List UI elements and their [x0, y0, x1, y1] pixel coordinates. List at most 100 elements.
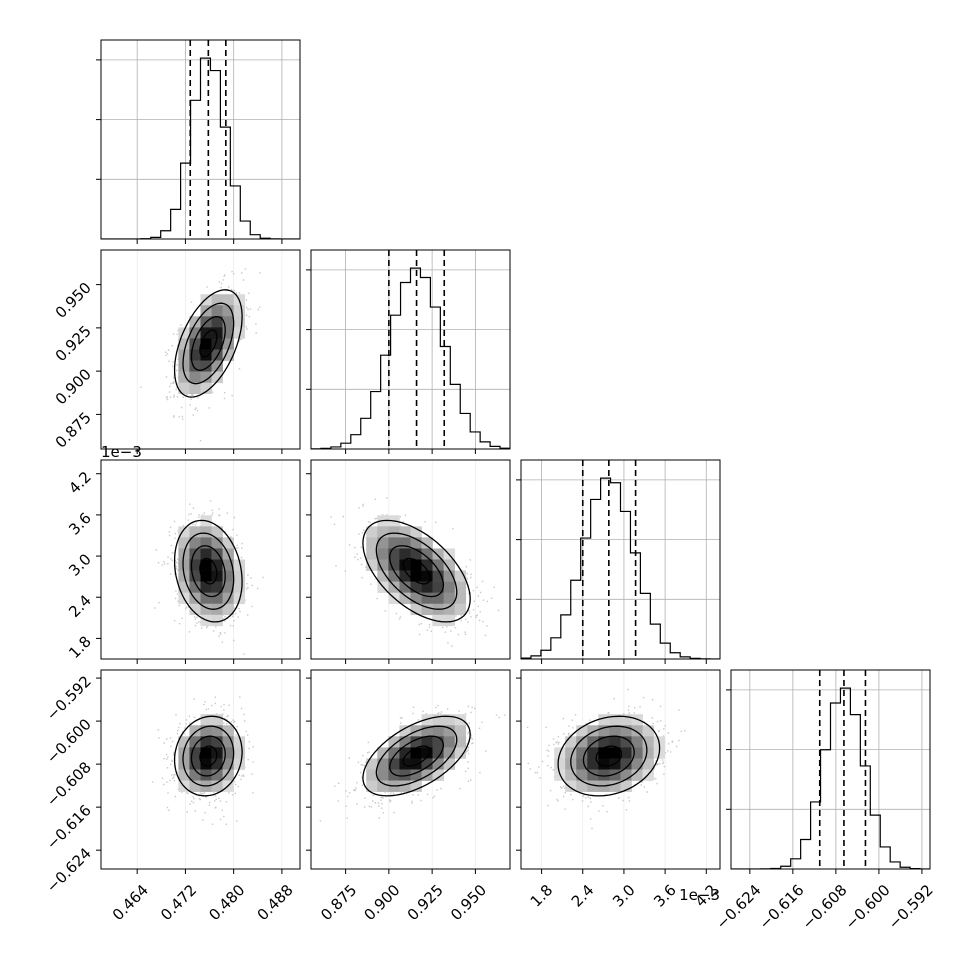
- density-cell: [222, 349, 234, 361]
- density-cell: [211, 559, 223, 571]
- scatter-points: [151, 696, 254, 825]
- density-cell: [432, 736, 444, 748]
- density-cell: [388, 548, 400, 560]
- density-cell: [598, 758, 610, 770]
- panel-p2-p1: [96, 249, 301, 454]
- panel-content: [136, 250, 283, 449]
- density-cell: [631, 758, 643, 770]
- contour-line: [362, 715, 471, 797]
- density-cell: [576, 769, 588, 781]
- density-cell: [388, 758, 400, 770]
- density-cell: [211, 614, 223, 627]
- density-cell: [432, 570, 444, 582]
- density-cell: [399, 758, 411, 770]
- density-cell: [377, 548, 389, 560]
- density-cell: [432, 769, 444, 781]
- density-cell: [609, 714, 621, 726]
- panel-content: [330, 460, 500, 659]
- panel-content: [136, 670, 283, 869]
- density-cell: [211, 581, 223, 593]
- y-tick-label: −0.616: [43, 801, 95, 853]
- density-cell: [366, 780, 378, 792]
- density-cell: [189, 603, 201, 616]
- density-cell: [189, 769, 201, 781]
- density-cell: [598, 747, 610, 759]
- density-cell: [200, 382, 212, 395]
- contour-line: [402, 745, 431, 767]
- density-cell: [388, 581, 400, 593]
- density-cell: [565, 736, 577, 748]
- contour-line: [199, 557, 218, 585]
- x-tick-label: 0.488: [254, 881, 297, 924]
- density-cell: [222, 537, 234, 549]
- contour-line: [199, 745, 218, 767]
- density-cell: [377, 758, 389, 770]
- density-cell: [200, 581, 212, 593]
- density-cell: [211, 526, 223, 538]
- density-cell: [377, 537, 389, 549]
- density-cell: [200, 725, 212, 737]
- density-cell: [443, 603, 456, 616]
- density-cell: [620, 736, 632, 748]
- density-cell: [587, 736, 599, 748]
- density-cell: [189, 747, 201, 759]
- contour-line: [362, 519, 471, 623]
- y-tick-label: 1.8: [65, 633, 95, 663]
- panel-p4-p4: [726, 669, 931, 874]
- panel-content: [136, 460, 283, 659]
- density-cell: [200, 758, 212, 770]
- density-cell: [377, 780, 389, 792]
- y-tick-label: 0.925: [52, 322, 95, 365]
- density-cell: [620, 725, 632, 737]
- density-cell: [598, 736, 610, 748]
- density-cell: [388, 537, 400, 549]
- density-cell: [200, 592, 212, 605]
- density-cell: [178, 769, 190, 781]
- density-cell: [189, 581, 201, 593]
- density-cell: [432, 559, 444, 571]
- density-cell: [421, 537, 433, 549]
- density-cell: [233, 747, 246, 759]
- density-cell: [366, 758, 378, 770]
- density-cell: [178, 559, 190, 571]
- density-cell: [454, 592, 467, 605]
- density-cell: [222, 769, 234, 781]
- density-cell: [609, 747, 621, 759]
- density-cell: [211, 360, 223, 372]
- panel-frame: [520, 459, 721, 660]
- density-cell: [432, 581, 444, 593]
- density-cell: [200, 559, 212, 571]
- density-cell: [410, 581, 422, 593]
- density-cell: [642, 747, 654, 759]
- y-tick-label: −0.608: [43, 758, 95, 810]
- density-cell: [443, 570, 456, 582]
- density-cell: [443, 747, 456, 759]
- density-cell: [211, 338, 223, 350]
- density-cell: [587, 769, 599, 781]
- contour-line: [389, 545, 445, 598]
- x-tick-label: 0.925: [404, 881, 447, 924]
- density-cell: [421, 747, 433, 759]
- density-cell: [189, 736, 201, 748]
- density-cell: [609, 725, 621, 737]
- density-cell: [189, 327, 201, 339]
- density-cell: [388, 570, 400, 582]
- density-cell: [189, 725, 201, 737]
- panel-p4-p3: [516, 669, 721, 874]
- density-cell: [587, 747, 599, 759]
- density-cell: [178, 338, 190, 350]
- density-cell: [620, 758, 632, 770]
- density-cell: [178, 526, 190, 538]
- panel-p3-p2: [306, 459, 511, 664]
- density-cell: [200, 769, 212, 781]
- panel-frame: [100, 669, 301, 870]
- density-cell: [454, 714, 467, 726]
- density-cell: [211, 548, 223, 560]
- x-tick-label: 0.480: [205, 881, 248, 924]
- density-cell: [454, 570, 467, 582]
- density-cell: [222, 327, 234, 339]
- density-cell: [178, 537, 190, 549]
- density-cell: [222, 758, 234, 770]
- density-cell: [410, 537, 422, 549]
- density-cell: [200, 736, 212, 748]
